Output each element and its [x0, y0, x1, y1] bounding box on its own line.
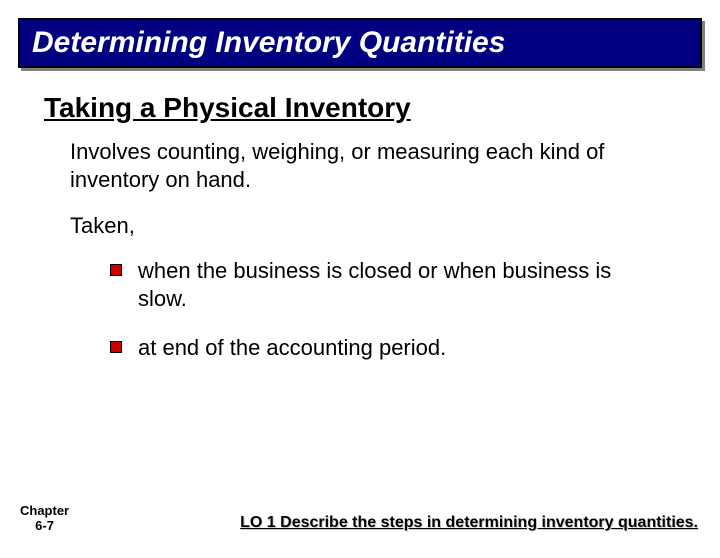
taken-label: Taken,	[70, 213, 720, 239]
chapter-label: Chapter	[20, 503, 69, 519]
subheading: Taking a Physical Inventory	[44, 92, 720, 124]
bullet-icon	[110, 341, 122, 353]
chapter-number: 6-7	[20, 518, 69, 534]
bullet-text: when the business is closed or when busi…	[138, 258, 611, 311]
chapter-footer: Chapter 6-7	[20, 503, 69, 534]
slide-title: Determining Inventory Quantities	[32, 26, 505, 59]
bullet-text: at end of the accounting period.	[138, 335, 446, 360]
list-item: when the business is closed or when busi…	[110, 257, 660, 312]
learning-objective: LO 1 Describe the steps in determining i…	[240, 514, 698, 532]
bullet-list: when the business is closed or when busi…	[110, 257, 660, 362]
intro-text: Involves counting, weighing, or measurin…	[70, 138, 660, 193]
title-banner: Determining Inventory Quantities	[18, 18, 702, 68]
bullet-icon	[110, 264, 122, 276]
list-item: at end of the accounting period.	[110, 334, 660, 362]
